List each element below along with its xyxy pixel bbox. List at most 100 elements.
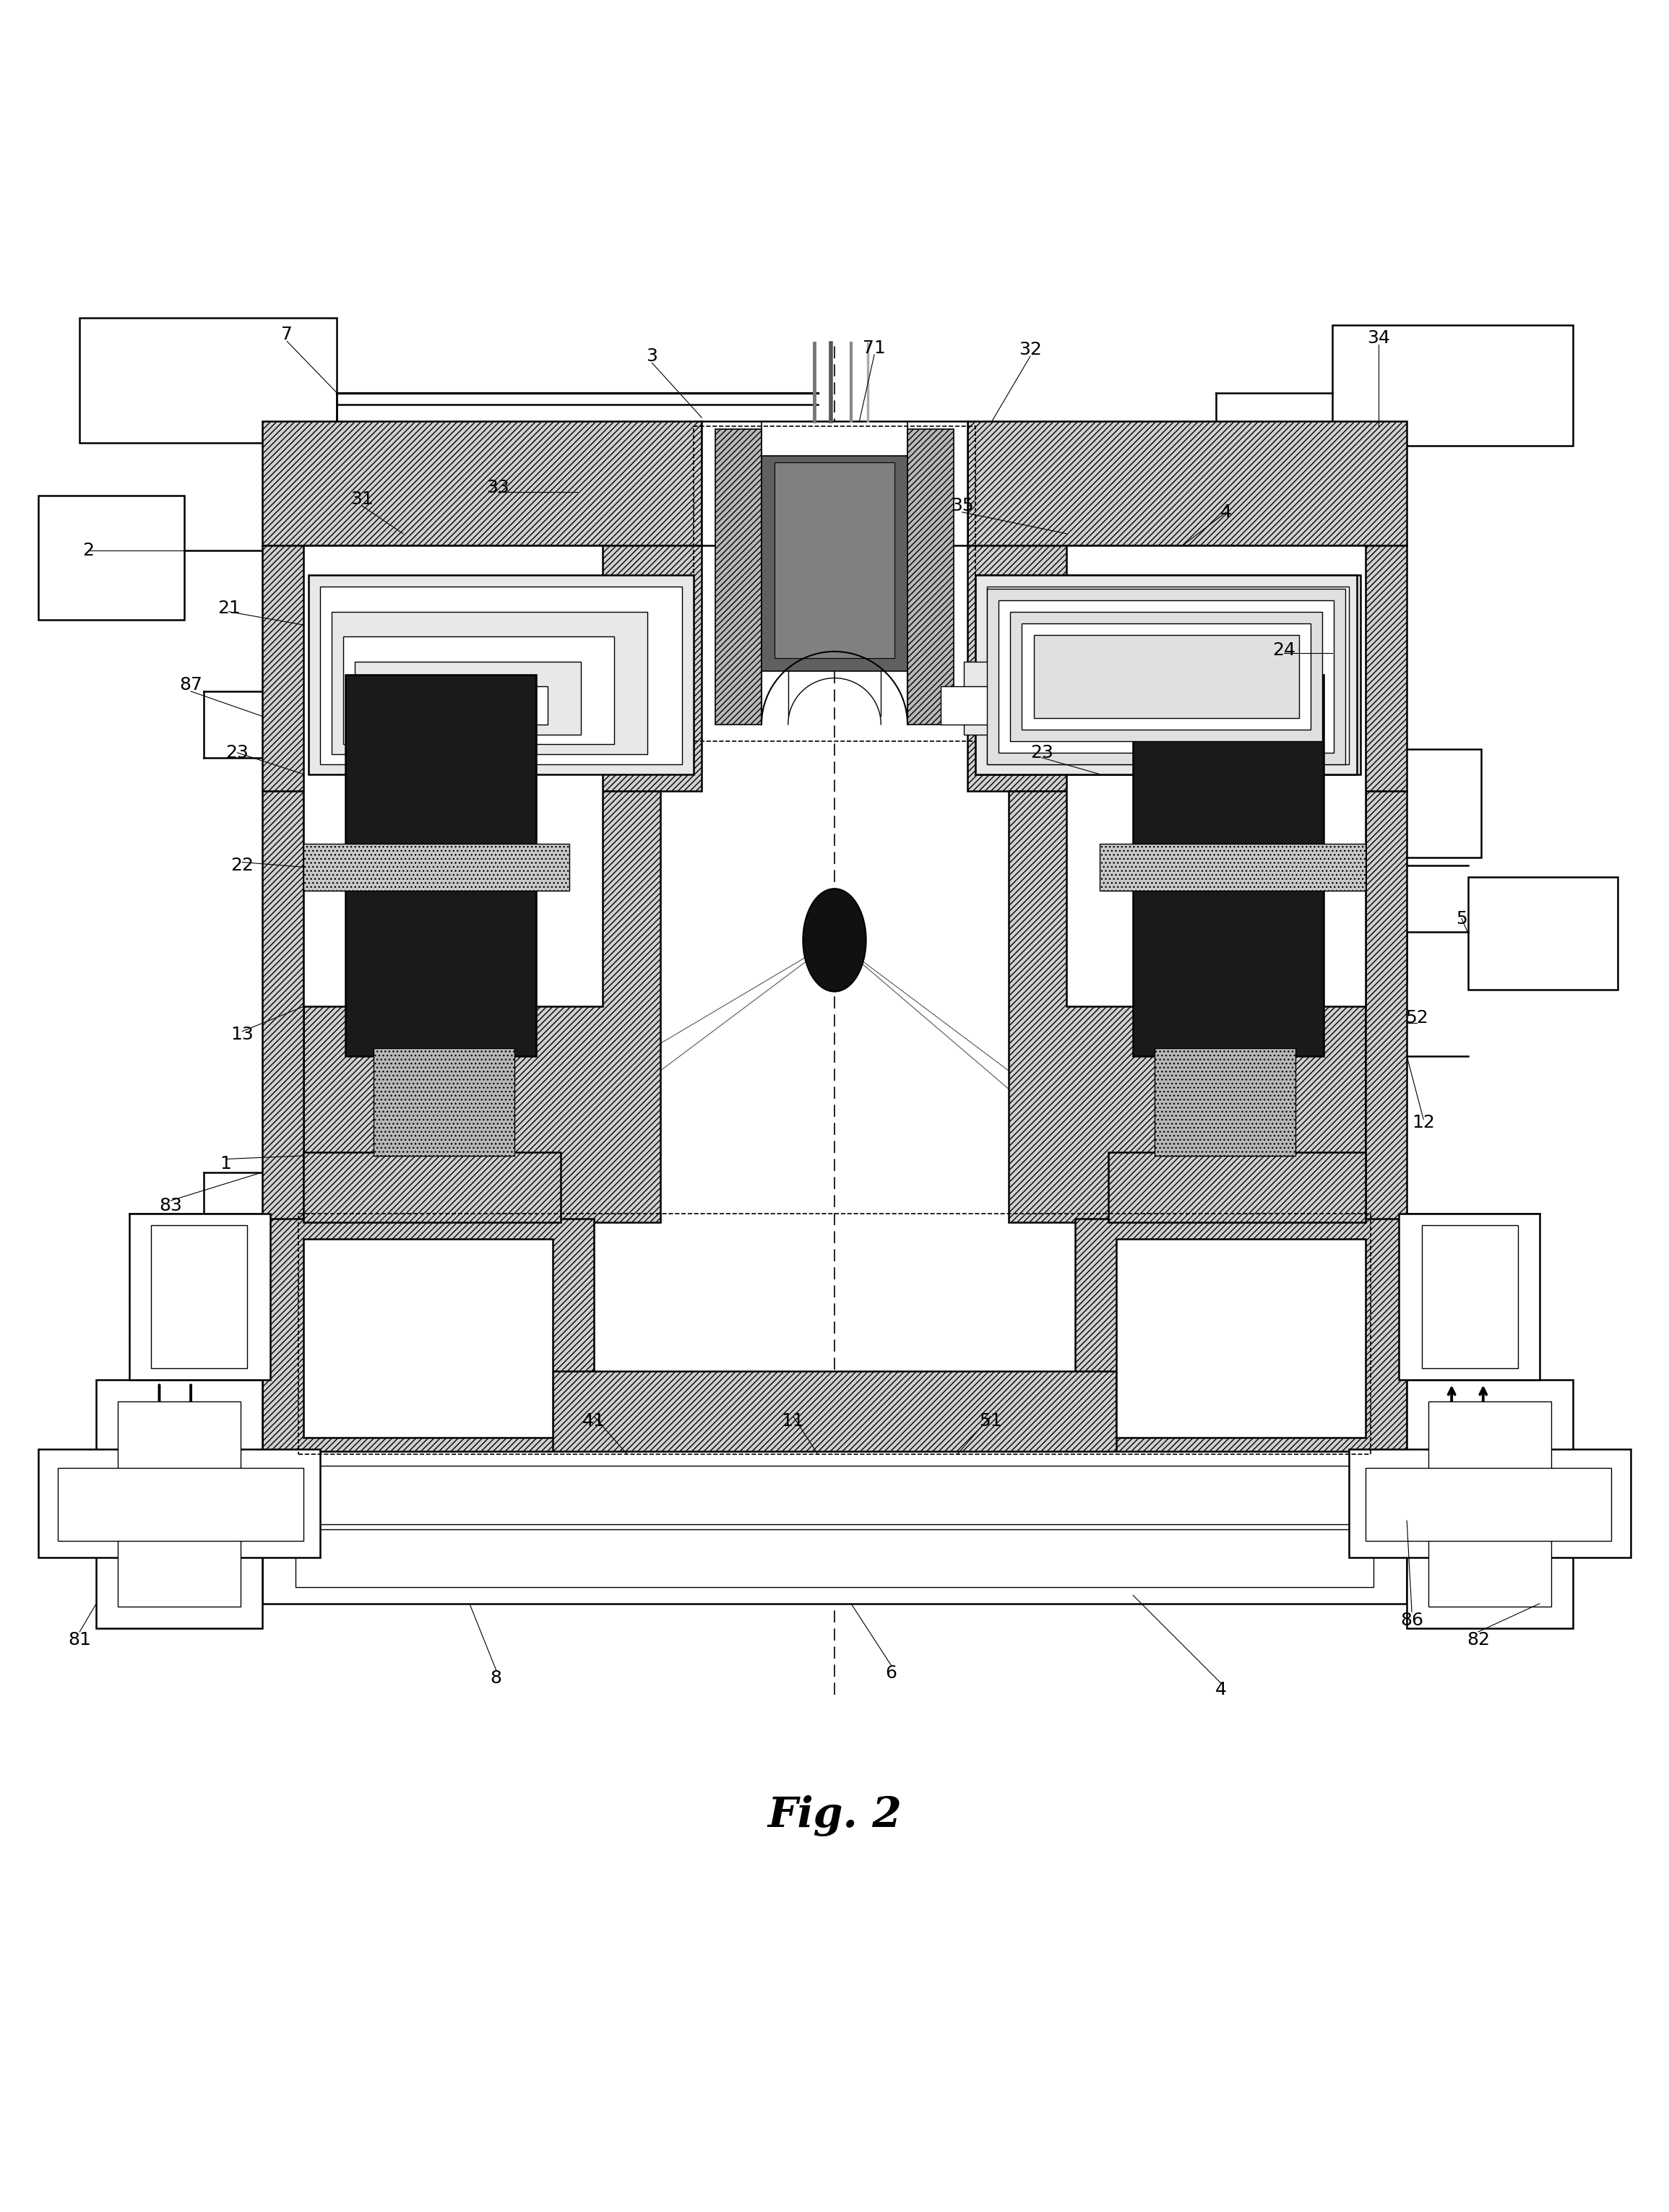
- Text: 24: 24: [1272, 641, 1295, 659]
- Bar: [304, 1239, 552, 1438]
- Bar: [374, 1048, 514, 1155]
- Bar: [1332, 750, 1482, 858]
- Bar: [118, 1400, 240, 1606]
- Text: 6: 6: [885, 1666, 896, 1681]
- Bar: [299, 1214, 1370, 1453]
- Bar: [1066, 546, 1365, 1006]
- Text: 35: 35: [951, 498, 973, 513]
- Bar: [80, 319, 337, 442]
- Bar: [262, 420, 701, 546]
- Text: 4: 4: [1215, 1681, 1227, 1699]
- Text: 22: 22: [230, 856, 254, 874]
- Bar: [1021, 624, 1310, 730]
- Bar: [1332, 325, 1572, 447]
- Text: 71: 71: [863, 338, 886, 356]
- Bar: [908, 429, 955, 726]
- Bar: [552, 1371, 1117, 1453]
- Bar: [1075, 1219, 1407, 1453]
- Bar: [1399, 1214, 1539, 1380]
- Bar: [1365, 792, 1407, 1221]
- Bar: [965, 661, 1190, 734]
- Bar: [97, 1380, 262, 1628]
- Text: 21: 21: [217, 599, 240, 617]
- Bar: [998, 599, 1334, 752]
- Text: 87: 87: [179, 677, 202, 692]
- Bar: [1108, 1152, 1365, 1221]
- Text: 1: 1: [220, 1155, 232, 1172]
- Bar: [1422, 1225, 1519, 1367]
- Text: 23: 23: [1030, 743, 1053, 761]
- Bar: [1010, 613, 1322, 741]
- Text: 23: 23: [225, 743, 249, 761]
- Text: 51: 51: [980, 1413, 1001, 1429]
- Bar: [295, 1467, 1374, 1524]
- Bar: [1365, 1467, 1611, 1540]
- Bar: [332, 613, 648, 754]
- Text: 34: 34: [1367, 330, 1390, 347]
- Bar: [295, 1528, 1374, 1586]
- Bar: [761, 456, 908, 672]
- Bar: [975, 575, 1357, 774]
- Bar: [1008, 792, 1365, 1221]
- Bar: [1133, 675, 1324, 1057]
- Bar: [975, 575, 1360, 774]
- Bar: [355, 661, 581, 734]
- Bar: [320, 586, 683, 765]
- Text: 8: 8: [491, 1670, 502, 1688]
- Text: 41: 41: [582, 1413, 606, 1429]
- Ellipse shape: [803, 889, 866, 991]
- Text: 12: 12: [1412, 1115, 1435, 1130]
- Bar: [968, 546, 1407, 792]
- Text: 13: 13: [230, 1026, 254, 1044]
- Text: 81: 81: [68, 1632, 92, 1648]
- Bar: [38, 495, 184, 619]
- Bar: [345, 675, 536, 1057]
- Bar: [1469, 878, 1617, 991]
- Text: 31: 31: [350, 491, 374, 507]
- Bar: [150, 1225, 247, 1367]
- Bar: [304, 845, 569, 891]
- Text: 86: 86: [1400, 1613, 1424, 1628]
- Bar: [714, 429, 761, 726]
- Bar: [774, 462, 895, 659]
- Bar: [38, 1449, 320, 1557]
- Bar: [1407, 1380, 1572, 1628]
- Bar: [1117, 1239, 1365, 1438]
- Bar: [1155, 1048, 1295, 1155]
- Bar: [344, 637, 614, 745]
- Bar: [1349, 1449, 1631, 1557]
- Text: 83: 83: [160, 1197, 182, 1214]
- Bar: [309, 575, 694, 774]
- Text: 32: 32: [1018, 341, 1041, 358]
- Bar: [1021, 613, 1337, 754]
- Text: 33: 33: [486, 478, 509, 495]
- Bar: [694, 427, 975, 741]
- Text: 7: 7: [282, 325, 292, 343]
- Bar: [130, 1214, 270, 1380]
- Bar: [58, 1467, 304, 1540]
- Bar: [304, 1152, 561, 1221]
- Bar: [304, 546, 603, 1006]
- Text: 5: 5: [1455, 909, 1467, 927]
- Bar: [701, 420, 968, 546]
- Bar: [262, 792, 304, 1221]
- Bar: [968, 420, 1407, 546]
- Text: 82: 82: [1467, 1632, 1490, 1648]
- Text: 3: 3: [646, 347, 658, 365]
- Bar: [262, 546, 701, 792]
- Bar: [1100, 845, 1365, 891]
- Bar: [1055, 637, 1325, 745]
- Text: 2: 2: [82, 542, 93, 560]
- Bar: [941, 686, 1122, 726]
- Bar: [367, 686, 547, 726]
- Text: 52: 52: [1405, 1009, 1429, 1026]
- Text: 11: 11: [781, 1413, 804, 1429]
- Bar: [262, 1451, 1407, 1604]
- Bar: [304, 792, 661, 1221]
- Bar: [1429, 1400, 1551, 1606]
- Bar: [262, 1219, 594, 1453]
- Text: Fig. 2: Fig. 2: [768, 1796, 901, 1836]
- Text: 4: 4: [1220, 504, 1232, 520]
- Bar: [986, 586, 1349, 765]
- Bar: [986, 588, 1345, 765]
